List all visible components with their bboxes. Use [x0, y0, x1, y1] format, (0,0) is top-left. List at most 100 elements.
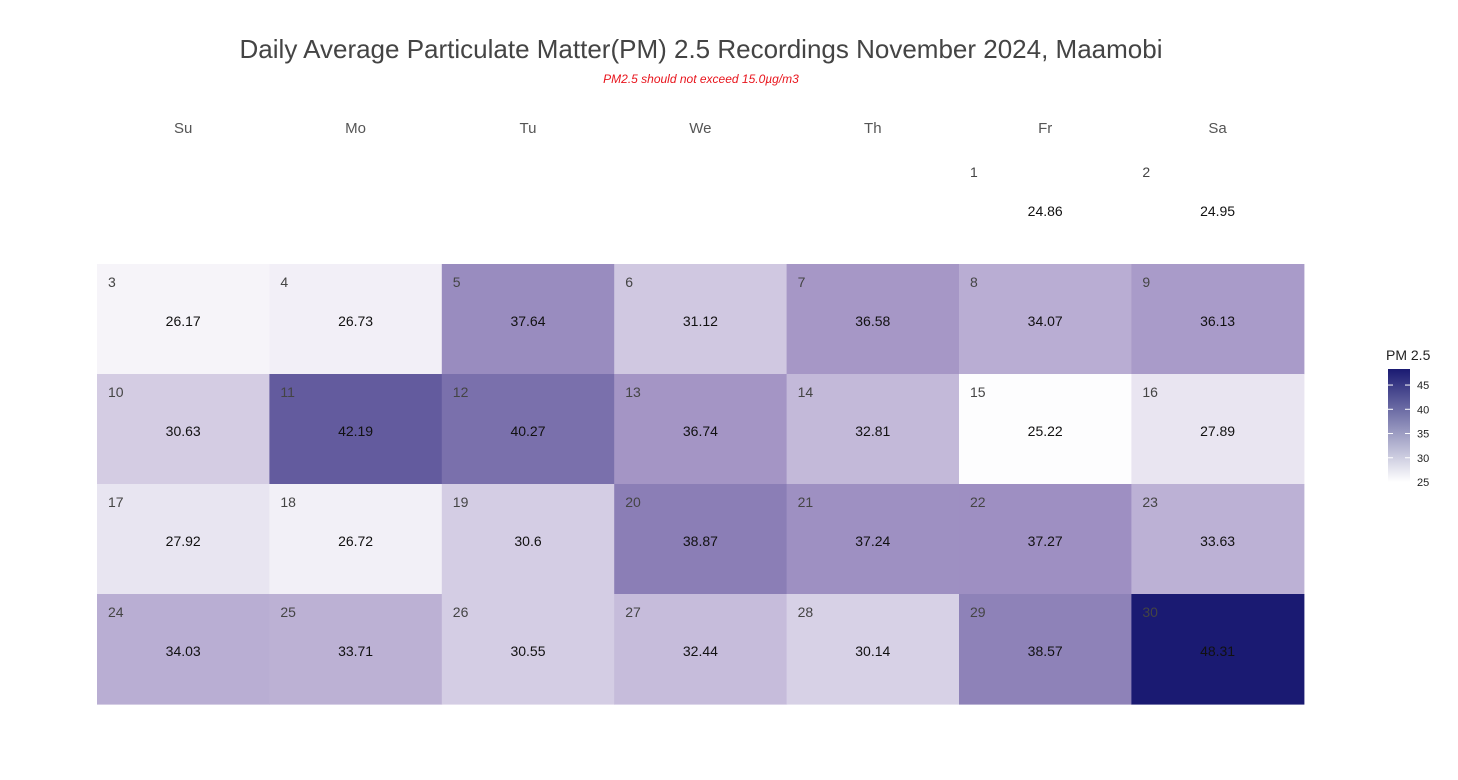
day-value: 27.89	[1200, 423, 1235, 439]
day-value: 26.17	[166, 313, 201, 329]
weekday-label: Sa	[1208, 120, 1227, 137]
day-cell	[786, 374, 960, 485]
day-cell	[269, 594, 443, 705]
day-number: 12	[453, 384, 469, 400]
day-cell	[1131, 154, 1305, 265]
day-value: 33.63	[1200, 533, 1235, 549]
day-value: 33.71	[338, 643, 373, 659]
day-number: 10	[108, 384, 124, 400]
chart-subtitle: PM2.5 should not exceed 15.0µg/m3	[603, 72, 799, 86]
day-value: 24.86	[1028, 203, 1063, 219]
day-cell	[269, 374, 443, 485]
day-value: 30.14	[855, 643, 890, 659]
day-number: 8	[970, 274, 978, 290]
day-number: 13	[625, 384, 641, 400]
day-cell	[97, 264, 270, 375]
day-cell	[614, 264, 788, 375]
legend-title: PM 2.5	[1386, 347, 1431, 363]
day-value: 31.12	[683, 313, 718, 329]
day-cell	[786, 594, 960, 705]
day-cell	[1131, 374, 1305, 485]
day-cell	[269, 484, 443, 595]
day-value: 32.44	[683, 643, 718, 659]
chart-title: Daily Average Particulate Matter(PM) 2.5…	[240, 34, 1163, 64]
day-value: 34.07	[1028, 313, 1063, 329]
day-value: 38.57	[1028, 643, 1063, 659]
weekday-labels: Su Mo Tu We Th Fr Sa	[174, 120, 1227, 137]
day-number: 29	[970, 604, 986, 620]
day-value: 26.72	[338, 533, 373, 549]
day-cell	[1131, 594, 1305, 705]
day-cell	[441, 374, 615, 485]
weekday-label: Th	[864, 120, 882, 137]
day-cell	[959, 484, 1132, 595]
day-cell	[959, 154, 1132, 265]
day-cell	[269, 264, 443, 375]
weekday-label: We	[689, 120, 711, 137]
day-number: 7	[798, 274, 806, 290]
day-value: 37.27	[1028, 533, 1063, 549]
day-number: 19	[453, 494, 469, 510]
day-number: 16	[1142, 384, 1158, 400]
day-number: 27	[625, 604, 641, 620]
day-value: 25.22	[1028, 423, 1063, 439]
day-number: 24	[108, 604, 124, 620]
weekday-label: Su	[174, 120, 192, 137]
day-value: 48.31	[1200, 643, 1235, 659]
day-cell	[1131, 484, 1305, 595]
day-number: 1	[970, 164, 978, 180]
day-number: 11	[280, 384, 295, 400]
day-number: 18	[280, 494, 296, 510]
calendar-cells: 1 24.86 2 24.95 3 26.17 4 26.73 5 37.64 6 31.12 7 36.…	[97, 154, 1305, 705]
day-cell	[614, 374, 788, 485]
day-value: 36.58	[855, 313, 890, 329]
day-number: 21	[798, 494, 814, 510]
day-number: 22	[970, 494, 986, 510]
day-value: 36.13	[1200, 313, 1235, 329]
weekday-label: Mo	[345, 120, 366, 137]
day-value: 30.63	[166, 423, 201, 439]
legend-tick-label: 30	[1417, 453, 1429, 465]
legend-tick-label: 25	[1417, 477, 1429, 489]
day-number: 20	[625, 494, 641, 510]
day-cell	[1131, 264, 1305, 375]
day-cell	[959, 264, 1132, 375]
day-value: 40.27	[510, 423, 545, 439]
weekday-label: Fr	[1038, 120, 1052, 137]
day-value: 32.81	[855, 423, 890, 439]
day-number: 2	[1142, 164, 1150, 180]
legend-tick-label: 35	[1417, 429, 1429, 441]
day-cell	[614, 484, 788, 595]
day-value: 42.19	[338, 423, 373, 439]
day-cell	[959, 594, 1132, 705]
day-cell	[786, 484, 960, 595]
day-cell	[959, 374, 1132, 485]
day-value: 24.95	[1200, 203, 1235, 219]
day-cell	[97, 484, 270, 595]
day-number: 15	[970, 384, 986, 400]
day-number: 3	[108, 274, 116, 290]
day-cell	[441, 594, 615, 705]
legend-colorbar	[1388, 369, 1410, 482]
day-cell	[614, 594, 788, 705]
day-cell	[786, 264, 960, 375]
day-number: 5	[453, 274, 461, 290]
day-value: 27.92	[166, 533, 201, 549]
day-number: 30	[1142, 604, 1158, 620]
day-number: 17	[108, 494, 124, 510]
color-legend: PM 2.5 25 30 35 40 45	[1386, 347, 1431, 489]
legend-tick-label: 40	[1417, 404, 1429, 416]
day-value: 38.87	[683, 533, 718, 549]
day-value: 30.55	[510, 643, 545, 659]
day-value: 37.24	[855, 533, 890, 549]
day-number: 6	[625, 274, 633, 290]
day-cell	[441, 484, 615, 595]
day-value: 26.73	[338, 313, 373, 329]
day-cell	[97, 594, 270, 705]
day-value: 34.03	[166, 643, 201, 659]
weekday-label: Tu	[520, 120, 537, 137]
day-value: 37.64	[510, 313, 545, 329]
day-number: 25	[280, 604, 296, 620]
day-number: 14	[798, 384, 814, 400]
